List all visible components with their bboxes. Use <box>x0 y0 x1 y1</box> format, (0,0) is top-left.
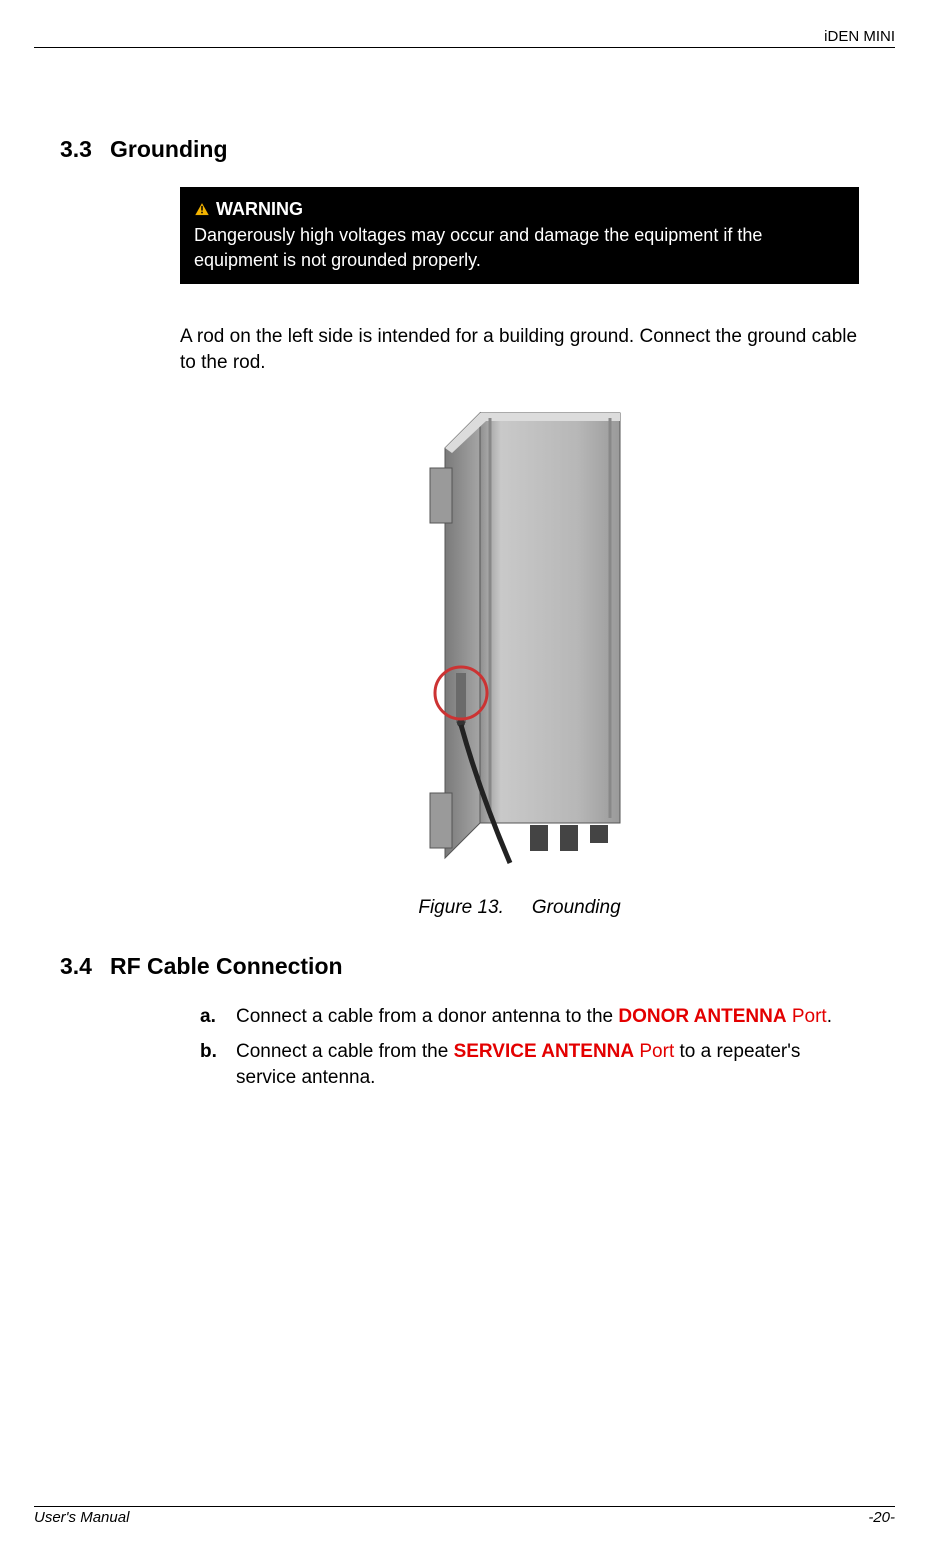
section-number: 3.4 <box>60 953 92 980</box>
figure-caption: Figure 13. Grounding <box>418 897 620 919</box>
warning-box: WARNING Dangerously high voltages may oc… <box>180 187 859 284</box>
page-footer: User's Manual -20- <box>34 1506 895 1526</box>
section-heading-rf: 3.4 RF Cable Connection <box>60 953 869 980</box>
warning-label: WARNING <box>216 197 303 221</box>
warning-text: Dangerously high voltages may occur and … <box>194 223 845 272</box>
list-item: b. Connect a cable from the SERVICE ANTE… <box>200 1039 859 1092</box>
list-marker: a. <box>200 1004 236 1031</box>
grounding-body-text: A rod on the left side is intended for a… <box>180 324 859 375</box>
footer-right: -20- <box>868 1509 895 1526</box>
section-title: RF Cable Connection <box>110 953 343 979</box>
highlight-donor-antenna: DONOR ANTENNA <box>618 1006 786 1027</box>
page-header: iDEN MINI <box>34 28 895 48</box>
figure-title: Grounding <box>532 897 621 918</box>
figure-grounding: Figure 13. Grounding <box>180 393 859 953</box>
warning-header: WARNING <box>194 197 845 221</box>
list-text: Connect a cable from a donor antenna to … <box>236 1004 832 1031</box>
device-illustration <box>390 393 650 873</box>
warning-triangle-icon <box>194 202 210 216</box>
figure-label: Figure 13. <box>418 897 504 918</box>
list-marker: b. <box>200 1039 236 1092</box>
grounding-body-block: WARNING Dangerously high voltages may oc… <box>180 187 859 953</box>
section-heading-grounding: 3.3 Grounding <box>60 136 869 163</box>
page-content: 3.3 Grounding WARNING Dangerously high vo… <box>0 48 929 1092</box>
header-product-name: iDEN MINI <box>34 28 895 45</box>
section-title: Grounding <box>110 136 228 162</box>
list-text: Connect a cable from the SERVICE ANTENNA… <box>236 1039 859 1092</box>
rf-body-block: a. Connect a cable from a donor antenna … <box>180 1004 859 1092</box>
section-number: 3.3 <box>60 136 92 163</box>
highlight-service-antenna: SERVICE ANTENNA <box>454 1041 635 1062</box>
footer-left: User's Manual <box>34 1509 129 1526</box>
list-item: a. Connect a cable from a donor antenna … <box>200 1004 859 1031</box>
